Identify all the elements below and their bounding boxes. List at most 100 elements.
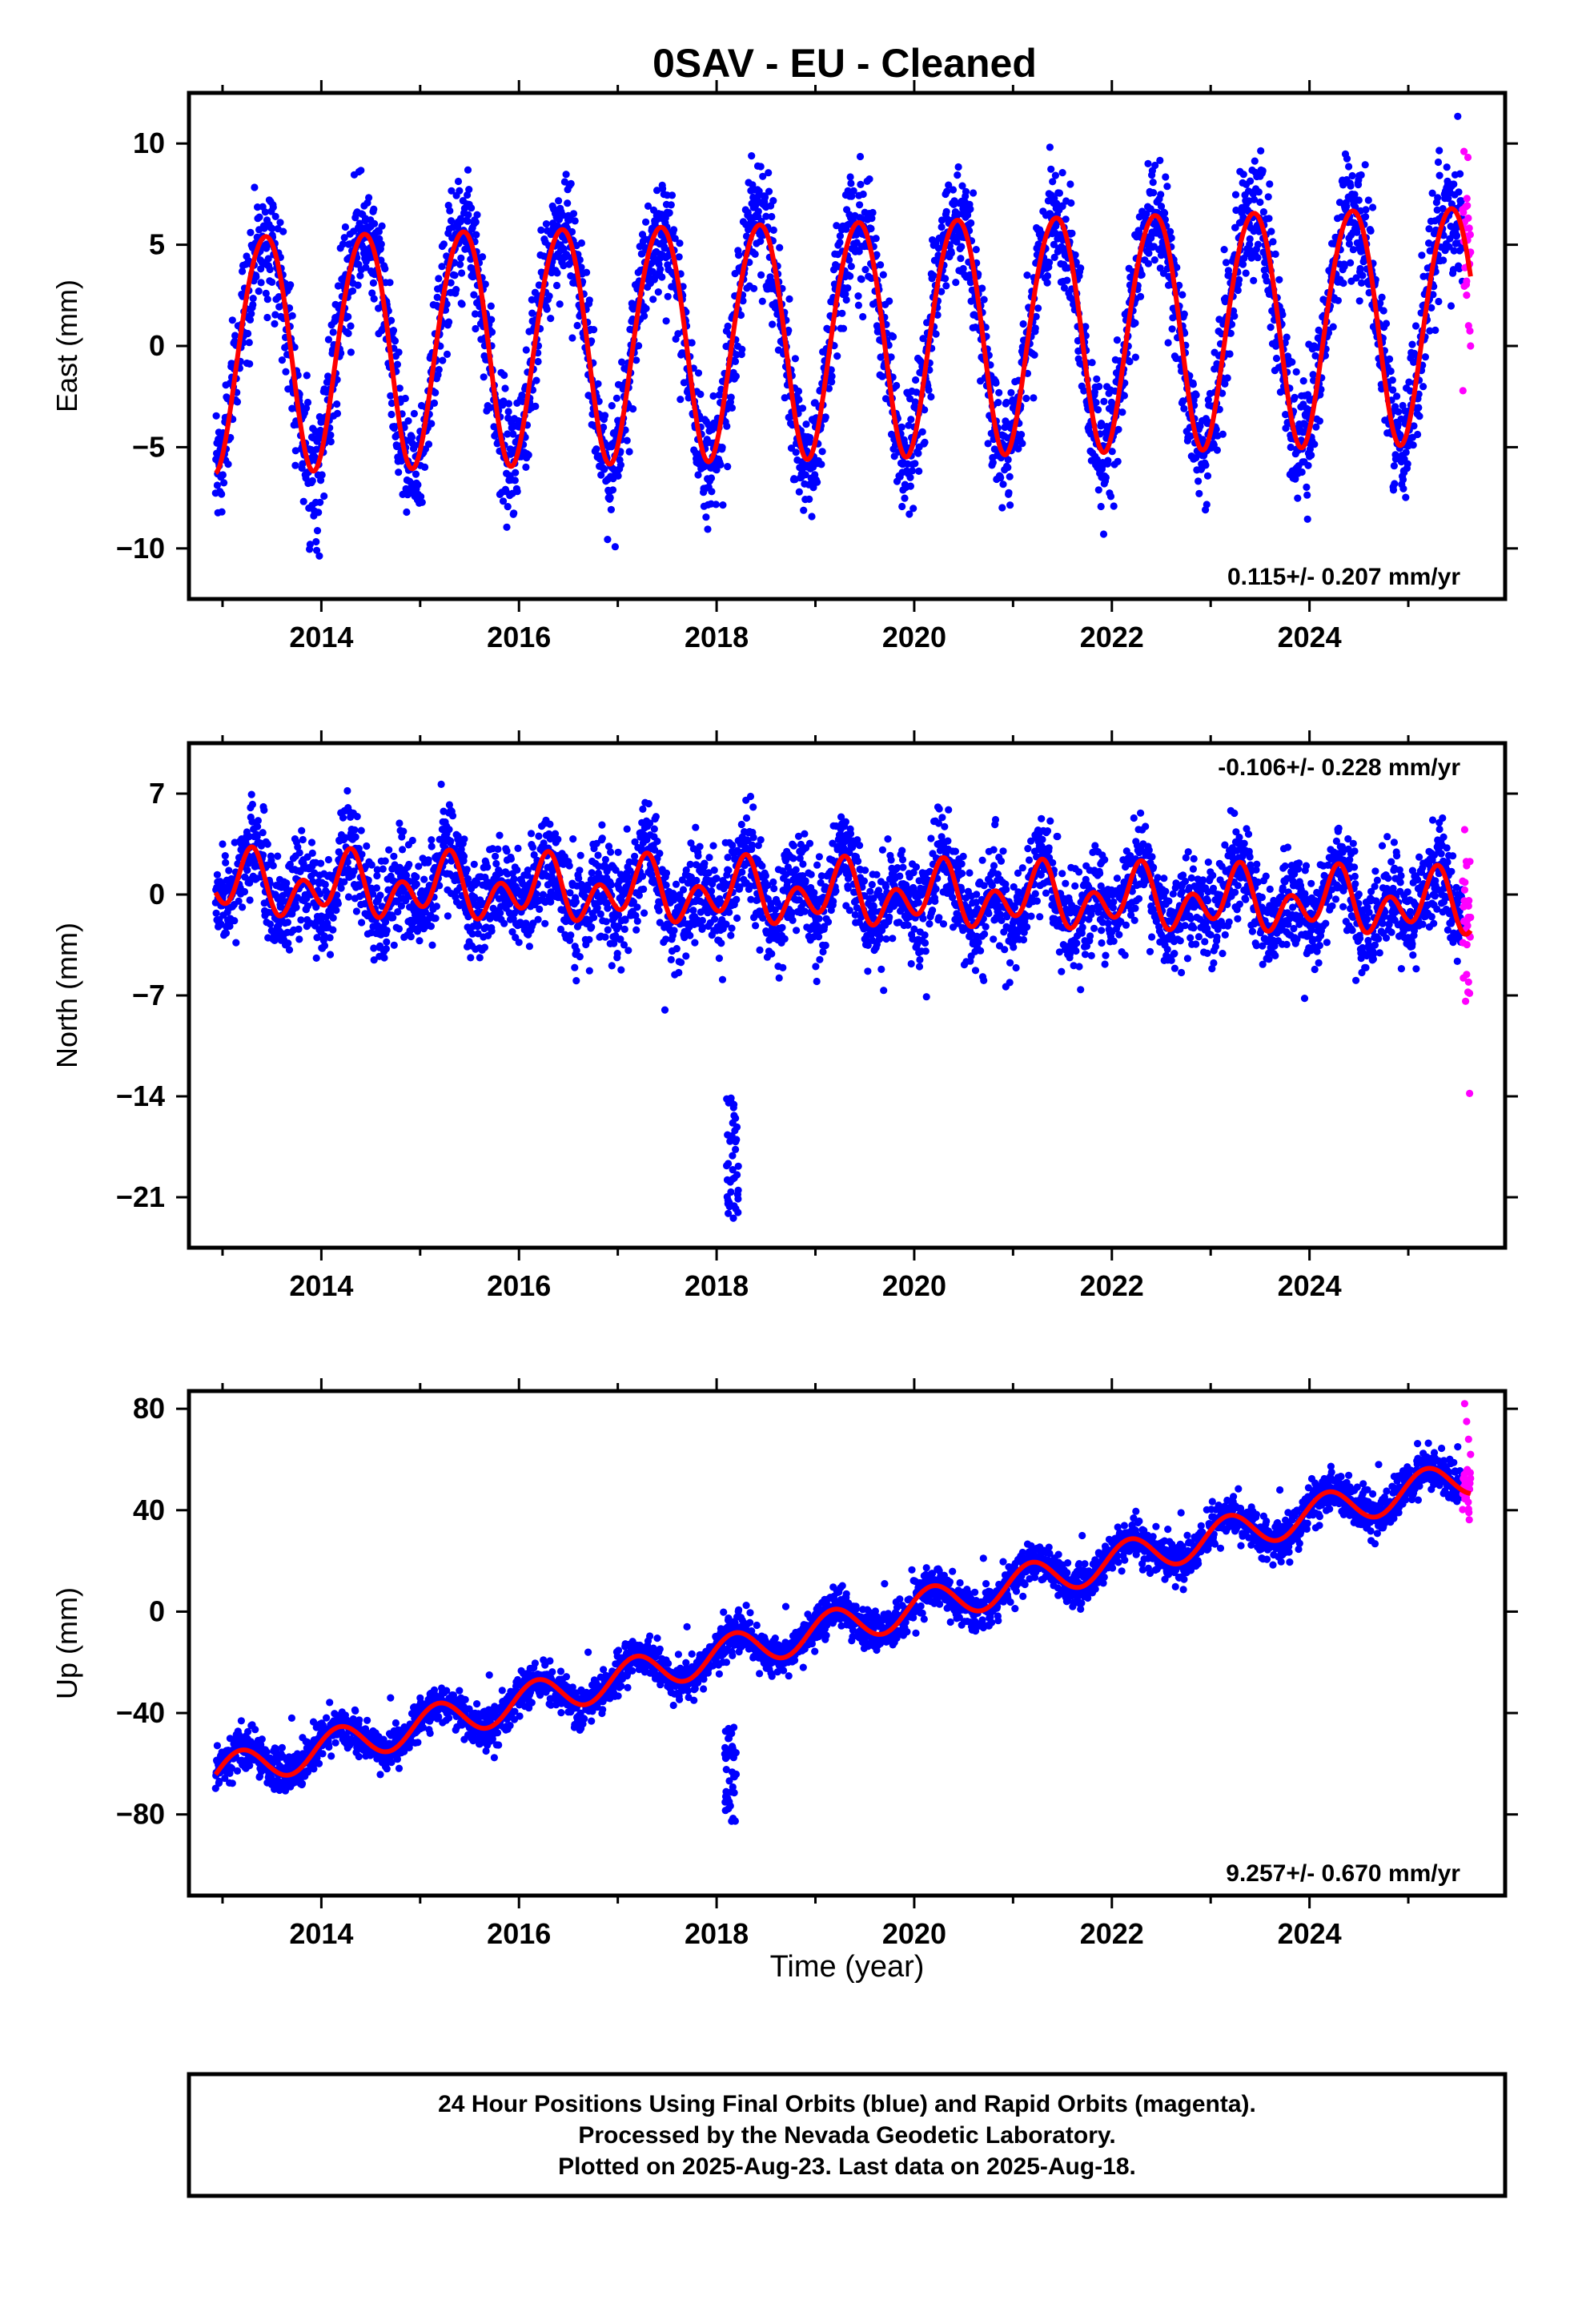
east-final-point	[1411, 322, 1420, 330]
east-final-point	[1397, 415, 1405, 423]
north-final-point	[500, 919, 508, 927]
north-final-point	[292, 903, 300, 911]
east-final-point	[348, 287, 357, 295]
east-final-point	[984, 440, 992, 448]
east-final-point	[1304, 391, 1312, 399]
east-final-point	[257, 265, 265, 273]
east-final-point	[1265, 215, 1273, 223]
east-final-point	[658, 273, 666, 281]
east-final-point	[1443, 163, 1451, 171]
east-final-point	[757, 237, 765, 245]
east-final-point	[1095, 383, 1103, 391]
east-final-point	[817, 460, 825, 468]
east-final-point	[795, 488, 803, 496]
east-final-point	[911, 460, 919, 468]
east-final-point	[564, 216, 572, 224]
east-final-point	[713, 466, 721, 474]
east-final-point	[389, 327, 398, 335]
east-final-point	[885, 297, 893, 305]
north-final-point	[367, 861, 375, 869]
east-final-point	[445, 318, 453, 326]
east-final-point	[1393, 392, 1401, 400]
east-final-point	[547, 315, 555, 323]
east-final-point	[534, 357, 542, 366]
east-final-point	[1266, 180, 1274, 188]
east-final-point	[1175, 281, 1183, 289]
east-final-point	[1231, 223, 1239, 231]
east-final-point	[841, 290, 849, 298]
east-final-point	[1104, 456, 1112, 464]
east-final-point	[600, 423, 608, 432]
east-final-point	[275, 293, 283, 301]
east-final-point	[1367, 227, 1375, 235]
east-final-point	[938, 223, 946, 231]
north-final-point	[460, 835, 468, 843]
east-final-point	[1390, 462, 1398, 470]
east-final-point	[873, 251, 881, 259]
north-final-point	[496, 831, 504, 839]
east-final-point	[897, 423, 905, 432]
east-final-point	[327, 431, 335, 439]
east-final-point	[671, 235, 679, 243]
east-final-point	[1352, 274, 1360, 282]
east-final-point	[1292, 368, 1300, 376]
east-final-point	[467, 255, 475, 263]
east-final-point	[1082, 323, 1090, 331]
north-final-point	[259, 829, 267, 837]
east-final-point	[1445, 243, 1453, 251]
north-final-point	[248, 800, 256, 809]
east-final-point	[1144, 159, 1152, 167]
east-final-point	[313, 437, 321, 445]
east-final-point	[1259, 208, 1267, 216]
east-final-point	[465, 186, 473, 194]
east-final-point	[504, 408, 512, 416]
north-final-point	[556, 925, 565, 934]
east-final-point	[1138, 271, 1146, 279]
east-final-point	[443, 350, 452, 358]
north-final-point	[548, 873, 556, 881]
east-final-point	[1192, 454, 1200, 462]
east-final-point	[1271, 250, 1279, 258]
east-final-point	[1250, 276, 1258, 284]
east-final-point	[571, 217, 579, 225]
east-final-point	[261, 208, 269, 216]
east-final-point	[395, 468, 403, 476]
east-final-point	[857, 180, 865, 188]
east-final-point	[768, 212, 776, 221]
east-final-point	[1365, 288, 1373, 297]
east-final-point	[1168, 325, 1176, 333]
east-final-point	[263, 296, 271, 304]
east-final-point	[921, 438, 929, 447]
east-final-point	[906, 482, 914, 490]
east-rapid-point	[1463, 292, 1471, 300]
north-final-point	[492, 859, 500, 868]
east-final-point	[1348, 171, 1356, 180]
east-final-point	[1047, 165, 1055, 173]
north-final-point	[329, 926, 337, 934]
east-final-point	[1043, 279, 1051, 287]
north-final-point	[253, 833, 261, 841]
east-final-point	[1219, 430, 1227, 438]
east-final-point	[1019, 320, 1027, 328]
east-final-point	[381, 264, 389, 273]
east-final-point	[315, 509, 323, 517]
north-final-point	[390, 941, 398, 949]
east-final-point	[1355, 297, 1363, 305]
east-final-point	[1167, 234, 1175, 242]
east-final-point	[1283, 333, 1291, 341]
east-final-point	[268, 224, 276, 232]
east-final-point	[1100, 397, 1108, 405]
north-final-point	[402, 871, 411, 879]
north-final-point	[297, 916, 305, 924]
north-final-point	[235, 897, 243, 905]
north-final-point	[536, 905, 544, 913]
east-final-point	[468, 204, 476, 212]
east-final-point	[396, 384, 404, 392]
east-final-point	[341, 223, 349, 231]
east-final-point	[1426, 327, 1434, 335]
east-final-point	[754, 207, 762, 215]
east-final-point	[447, 217, 456, 225]
east-final-point	[470, 291, 478, 299]
east-final-point	[712, 501, 720, 509]
